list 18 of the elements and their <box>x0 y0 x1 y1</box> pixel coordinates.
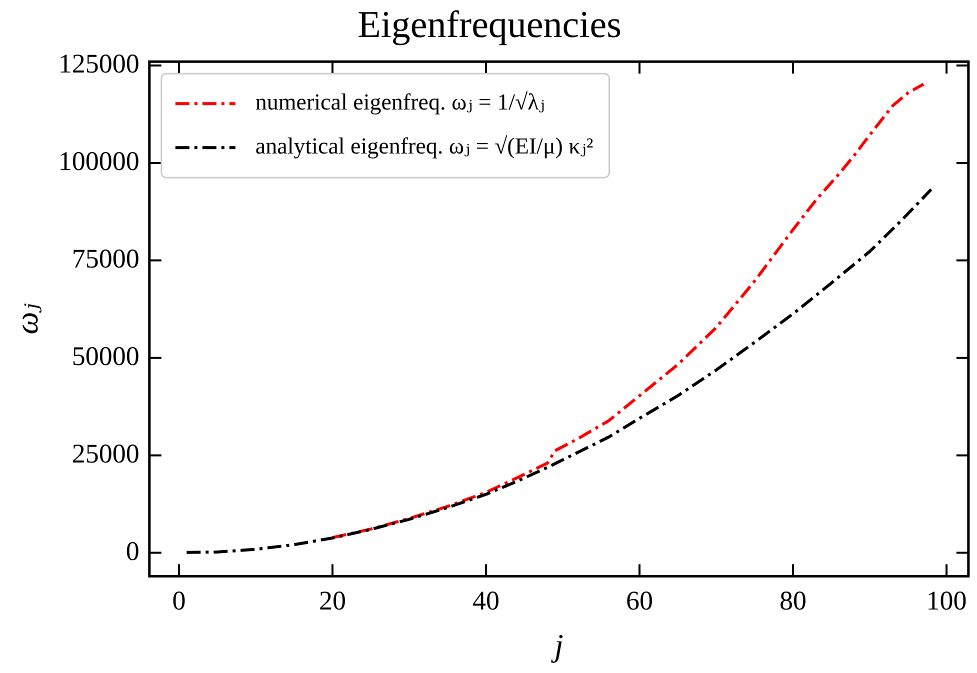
y-tick-label: 0 <box>126 536 140 566</box>
legend-label: numerical eigenfreq. ωⱼ = 1/√λⱼ <box>255 90 545 115</box>
legend-label: analytical eigenfreq. ωⱼ = √(EI/μ) κⱼ² <box>255 134 594 159</box>
y-axis-title: ωⱼ <box>8 302 45 334</box>
y-tick-label: 50000 <box>72 340 140 371</box>
chart-title: Eigenfrequencies <box>358 4 622 46</box>
line-series <box>185 188 933 554</box>
y-tick-label: 75000 <box>72 244 140 274</box>
x-axis-title: j <box>550 627 564 664</box>
x-tick-label: 80 <box>780 585 807 616</box>
x-tick-label: 20 <box>318 585 346 616</box>
y-tick-label: 100000 <box>58 146 140 176</box>
y-tick-label: 25000 <box>72 438 140 468</box>
x-tick-label: 100 <box>926 585 967 616</box>
x-tick-label: 40 <box>472 585 500 616</box>
x-tick-label: 0 <box>172 585 186 616</box>
y-tick-label: 125000 <box>58 48 140 79</box>
x-tick-label: 60 <box>626 585 654 616</box>
